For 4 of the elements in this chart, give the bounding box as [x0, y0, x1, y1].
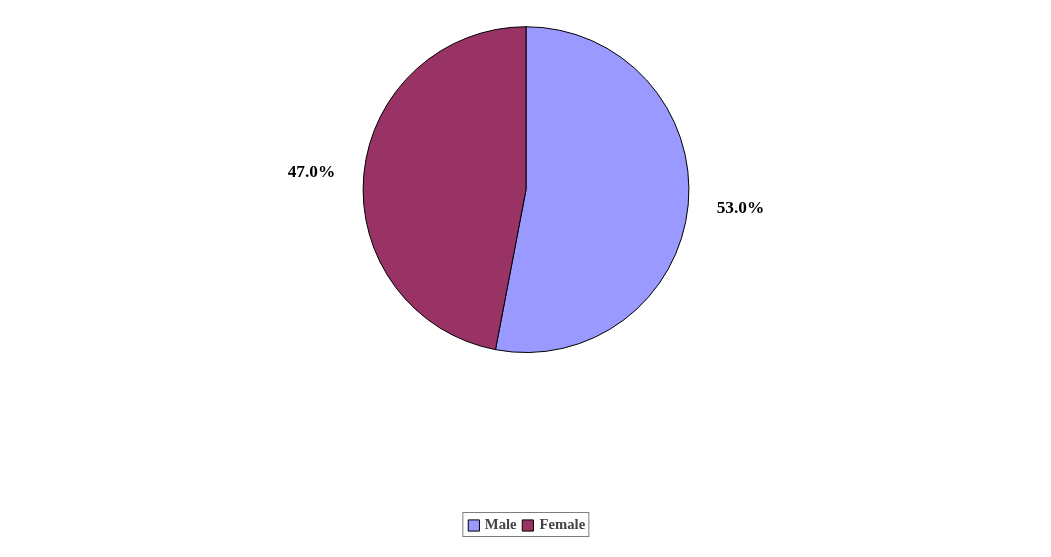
data-label: 47.0% [287, 161, 336, 181]
data-label: 53.0% [716, 198, 765, 218]
legend-label: Male [484, 516, 517, 533]
legend-label: Female [539, 516, 586, 533]
